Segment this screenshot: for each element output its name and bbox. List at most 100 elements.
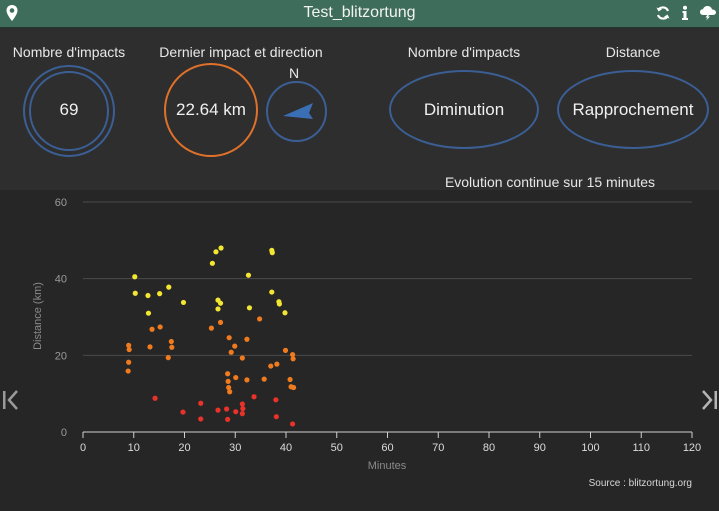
strike-point: [239, 355, 245, 361]
strike-point: [149, 326, 155, 332]
x-tick-label: 60: [381, 442, 393, 454]
x-tick-label: 100: [581, 442, 599, 454]
storm-cloud-icon[interactable]: [699, 5, 716, 21]
distance-trend-value: Rapprochement: [572, 100, 694, 119]
strike-point: [132, 290, 138, 296]
impacts-count-label: Nombre d'impacts: [12, 44, 126, 60]
strike-point: [232, 343, 238, 349]
strike-point: [218, 245, 224, 251]
strike-point: [180, 409, 186, 415]
impacts-count-ring: [23, 65, 115, 157]
strike-point: [168, 338, 174, 345]
strike-point: [152, 395, 158, 401]
strike-point: [225, 416, 231, 422]
strike-point: [147, 344, 153, 350]
distance-trend-label: Distance: [605, 44, 661, 60]
x-tick-label: 90: [534, 442, 546, 454]
strike-point: [246, 305, 253, 311]
strike-point: [239, 411, 245, 417]
y-tick-label: 40: [55, 274, 67, 286]
compass-north-label: N: [289, 65, 300, 81]
strike-point: [157, 291, 163, 297]
x-tick-label: 110: [632, 442, 650, 454]
strike-point: [257, 316, 263, 322]
strike-point: [273, 397, 279, 403]
map-pin-icon[interactable]: [5, 4, 21, 22]
x-tick-label: 120: [683, 442, 701, 454]
strike-point: [226, 384, 232, 391]
distance-trend-ring: [557, 70, 709, 149]
strike-point: [233, 409, 239, 415]
strike-point: [251, 394, 257, 400]
strike-point: [233, 374, 239, 381]
info-icon[interactable]: [677, 5, 693, 21]
y-tick-label: 20: [55, 350, 67, 362]
x-tick-label: 10: [128, 442, 140, 454]
strike-point: [276, 301, 283, 307]
chart-caption: Evolution continue sur 15 minutes: [444, 174, 656, 190]
strike-point: [239, 401, 245, 407]
strike-point: [225, 371, 231, 377]
x-tick-label: 30: [229, 442, 241, 454]
strike-point: [274, 361, 280, 367]
strike-point: [269, 289, 275, 295]
strike-point: [224, 406, 230, 412]
title-bar: Test_blitzortung: [0, 0, 719, 28]
strike-point: [228, 349, 234, 355]
lightning-scatter-chart: 0 20 40 60 0 10 20 30 40 50 60 70 80 90 100 110 120 Minu…: [32, 197, 701, 489]
strike-point: [145, 292, 151, 299]
strike-point: [225, 378, 231, 384]
strike-point: [208, 325, 214, 331]
x-tick-label: 20: [178, 442, 190, 454]
title-toolbar: [655, 5, 716, 23]
y-tick-label: 0: [61, 427, 67, 439]
impacts-trend-value: Diminution: [423, 100, 505, 119]
strike-point: [125, 368, 131, 374]
impacts-count-inner-ring: [29, 71, 109, 151]
strike-point: [165, 355, 171, 361]
impacts-trend-ring: [389, 70, 539, 149]
strike-point: [244, 377, 250, 383]
strike-point: [166, 284, 172, 290]
x-tick-label: 0: [80, 442, 86, 454]
chart-panel: [0, 190, 719, 511]
strike-point: [198, 400, 204, 406]
strike-point: [213, 249, 219, 255]
strike-point: [282, 347, 289, 353]
impacts-count-value: 69: [59, 100, 79, 119]
strike-point: [244, 336, 250, 342]
next-arrow-icon[interactable]: [699, 385, 719, 415]
strike-point: [269, 250, 275, 256]
strike-point: [126, 359, 132, 365]
source-credit: Source : blitzortung.org: [589, 478, 692, 489]
strike-point: [198, 416, 204, 422]
previous-arrow-icon[interactable]: [1, 385, 21, 415]
strike-point: [215, 306, 221, 312]
strike-point: [209, 260, 216, 266]
strike-point: [126, 346, 132, 353]
strike-point: [291, 384, 297, 391]
direction-arrow-icon: [283, 103, 313, 119]
last-impact-distance-value: 22.64 km: [176, 100, 246, 119]
strike-point: [145, 310, 152, 316]
x-tick-label: 80: [483, 442, 495, 454]
strike-point: [273, 414, 279, 420]
strike-point: [261, 376, 267, 382]
strike-point: [217, 319, 224, 325]
strike-point: [245, 272, 252, 278]
x-axis-title: Minutes: [368, 460, 407, 472]
strike-point: [240, 406, 246, 412]
strike-point: [290, 356, 296, 362]
strike-point: [126, 342, 132, 348]
strike-point: [169, 344, 175, 350]
strike-point: [289, 421, 296, 427]
compass-ring: [266, 81, 327, 142]
strike-point: [282, 310, 288, 316]
last-impact-label: Dernier impact et direction: [159, 44, 323, 60]
window-title: Test_blitzortung: [303, 4, 416, 21]
strike-point: [132, 274, 138, 280]
x-tick-label: 70: [432, 442, 444, 454]
strike-point: [157, 324, 163, 330]
strike-point: [268, 363, 274, 369]
refresh-icon[interactable]: [655, 5, 671, 21]
